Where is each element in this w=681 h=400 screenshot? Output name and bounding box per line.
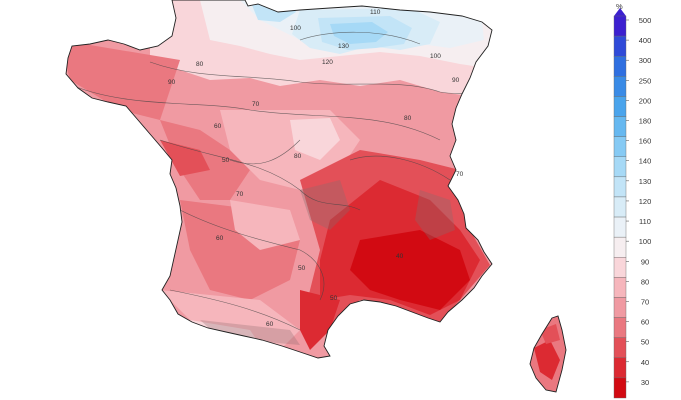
legend-color-segment xyxy=(613,136,627,157)
legend-color-segment xyxy=(613,35,627,57)
legend-color-segment xyxy=(613,96,627,117)
legend-color-segment xyxy=(613,317,627,338)
contour-label: 60 xyxy=(216,235,224,242)
legend-color-segment xyxy=(613,377,627,399)
legend-color-segment xyxy=(613,277,627,298)
contour-label: 60 xyxy=(214,123,222,130)
contour-label: 70 xyxy=(252,101,260,108)
legend-tick-label: 400 xyxy=(639,36,652,45)
legend-color-segment xyxy=(613,297,627,318)
legend-tick-label: 40 xyxy=(641,358,649,367)
legend-tick-label: 80 xyxy=(641,277,649,286)
contour-label: 110 xyxy=(370,9,381,16)
legend-tick-label: 500 xyxy=(639,16,652,25)
legend-color-segment xyxy=(613,116,627,137)
contour-label: 70 xyxy=(456,171,464,178)
contour-label: 70 xyxy=(236,191,244,198)
contour-label: 100 xyxy=(430,53,441,60)
legend-color-segment xyxy=(613,257,627,278)
contour-label: 50 xyxy=(330,295,338,302)
legend-color-segment xyxy=(613,176,627,198)
contour-label: 50 xyxy=(298,265,306,272)
contour-label: 90 xyxy=(452,77,460,84)
legend-bars xyxy=(613,15,627,399)
legend-arrow-top xyxy=(614,8,626,16)
legend-tick-label: 180 xyxy=(639,117,652,126)
legend-tick-label: 50 xyxy=(641,338,649,347)
legend-tick-label: 300 xyxy=(639,56,652,65)
legend-color-segment xyxy=(613,15,627,37)
legend-tick-label: 110 xyxy=(639,217,651,226)
legend-tick-label: 60 xyxy=(641,318,649,327)
legend-tick-label: 100 xyxy=(639,237,652,246)
legend-color-segment xyxy=(613,56,627,77)
legend-tick-label: 30 xyxy=(641,378,649,387)
legend-tick-label: 200 xyxy=(639,96,652,105)
legend-color-segment xyxy=(613,76,627,97)
contour-label: 130 xyxy=(338,43,349,50)
legend-color-segment xyxy=(613,337,627,358)
contour-label: 60 xyxy=(266,321,274,328)
legend-color-segment xyxy=(613,236,627,258)
contour-label: 100 xyxy=(290,25,301,32)
legend-color-segment xyxy=(613,196,627,218)
legend-color-segment xyxy=(613,357,627,379)
legend-ticks: 500 400 300 250 200 180 160 140 130 120 110 100 90 80… xyxy=(626,16,651,387)
corsica xyxy=(520,310,566,392)
contour-label: 80 xyxy=(404,115,412,122)
legend-tick-label: 130 xyxy=(639,177,652,186)
legend-tick-label: 250 xyxy=(639,76,652,85)
contour-label: 90 xyxy=(168,79,176,86)
legend-tick-label: 90 xyxy=(641,257,649,266)
legend-tick-label: 160 xyxy=(639,137,652,146)
contour-label: 40 xyxy=(396,253,404,260)
legend-unit: % xyxy=(616,2,623,11)
legend-color-segment xyxy=(613,156,627,178)
contour-label: 80 xyxy=(196,61,204,68)
contour-label: 50 xyxy=(222,157,230,164)
legend-tick-label: 70 xyxy=(641,297,649,306)
contour-label: 120 xyxy=(322,59,333,66)
legend-tick-label: 140 xyxy=(639,157,652,166)
contour-labels: 110 130 120 100 90 80 70 60 50 80 70 60 … xyxy=(168,9,464,328)
contour-label: 80 xyxy=(294,153,302,160)
color-scale-legend: % 500 400 300 250 200 180 160 140 130 120 110 100 90… xyxy=(613,2,651,399)
legend-tick-label: 120 xyxy=(639,197,652,206)
legend-color-segment xyxy=(613,216,627,238)
